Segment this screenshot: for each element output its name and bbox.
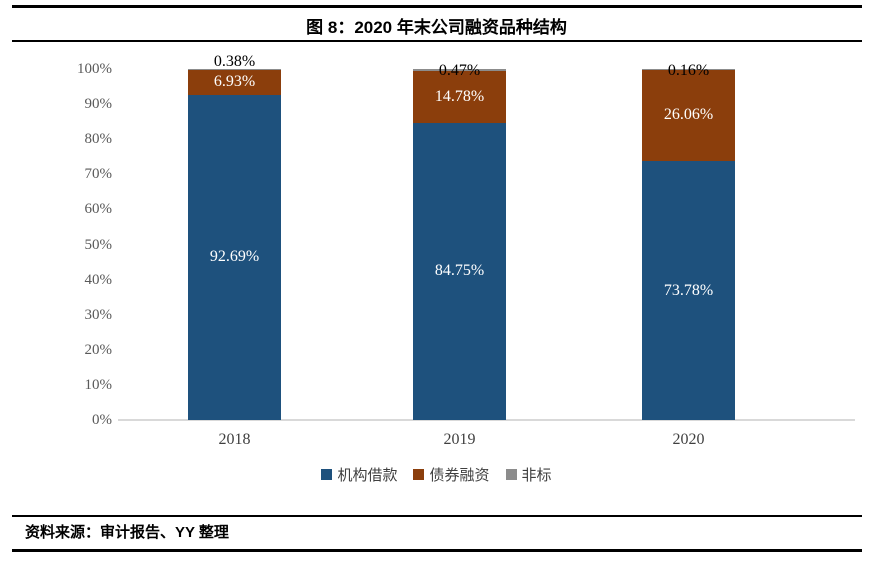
bar-segment [642, 69, 735, 162]
bar-segment-value-label: 6.93% [213, 73, 256, 91]
top-divider [12, 5, 862, 8]
source-divider-top [12, 515, 862, 517]
y-axis-tick-label: 100% [77, 61, 112, 77]
legend-label: 机构借款 [337, 468, 398, 484]
y-axis-tick-label: 80% [84, 131, 113, 148]
y-axis-tick-label: 70% [84, 166, 113, 183]
bar-segment-value-label: 14.78% [434, 87, 485, 105]
y-axis-tick-label: 20% [84, 341, 113, 358]
bar-segment-value-label: 84.75% [434, 262, 485, 280]
bar-segment-value-label: 0.16% [667, 62, 710, 79]
x-axis-category-label: 2018 [218, 431, 251, 448]
legend-item: 非标 [505, 464, 552, 485]
title-divider [12, 40, 862, 42]
bar-segment [188, 70, 281, 95]
y-axis-tick-label: 10% [84, 376, 113, 393]
chart-legend: 机构借款 债券融资 非标 [0, 464, 873, 485]
legend-label: 非标 [521, 468, 552, 484]
x-axis-line [118, 419, 855, 421]
bar-segment [413, 122, 506, 420]
y-axis-tick-label: 60% [84, 201, 113, 218]
x-axis-category-label: 2019 [443, 431, 476, 448]
y-axis-tick-label: 50% [84, 236, 113, 253]
bar-segment [188, 69, 281, 71]
legend-swatch [321, 469, 333, 480]
figure-title: 图 8：2020 年末公司融资品种结构 [306, 18, 567, 37]
bar-segment-value-label: 73.78% [663, 281, 714, 299]
bar-segment-value-label: 26.06% [663, 106, 714, 124]
y-axis-tick-label: 90% [84, 96, 113, 113]
bar-segment [642, 161, 735, 420]
bar-segment-value-label: 0.47% [438, 62, 481, 79]
source-note: 资料来源：审计报告、YY 整理 [25, 524, 229, 541]
legend-label: 债券融资 [429, 468, 490, 484]
legend-swatch [505, 469, 517, 480]
bar-segment [642, 69, 735, 70]
x-axis-category-label: 2020 [672, 431, 705, 448]
bar-segment [188, 94, 281, 420]
y-axis-tick-label: 0% [92, 412, 112, 428]
legend-item: 债券融资 [413, 464, 490, 485]
bar-segment [413, 69, 506, 71]
y-axis-tick-label: 30% [84, 306, 113, 323]
legend-swatch [413, 469, 425, 480]
bottom-divider [12, 549, 862, 552]
y-axis-tick-label: 40% [84, 271, 113, 288]
bar-segment-value-label: 92.69% [209, 248, 260, 266]
bar-segment [413, 70, 506, 123]
legend-item: 机构借款 [321, 464, 397, 485]
bar-segment-value-label: 0.38% [213, 53, 256, 70]
